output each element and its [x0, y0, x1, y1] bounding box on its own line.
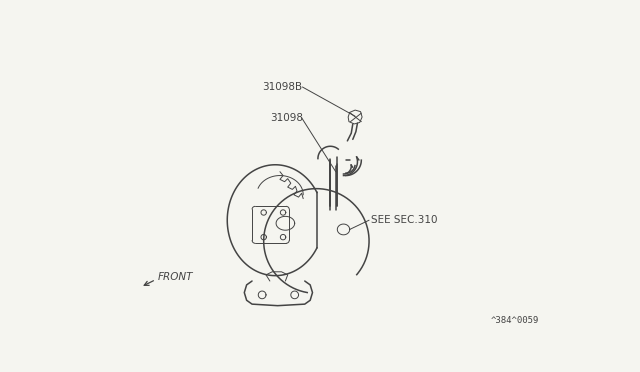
Text: 31098: 31098	[271, 113, 303, 123]
Text: FRONT: FRONT	[157, 272, 193, 282]
Text: 31098B: 31098B	[262, 82, 302, 92]
Text: SEE SEC.310: SEE SEC.310	[371, 215, 437, 225]
Text: ^384^0059: ^384^0059	[491, 316, 539, 325]
